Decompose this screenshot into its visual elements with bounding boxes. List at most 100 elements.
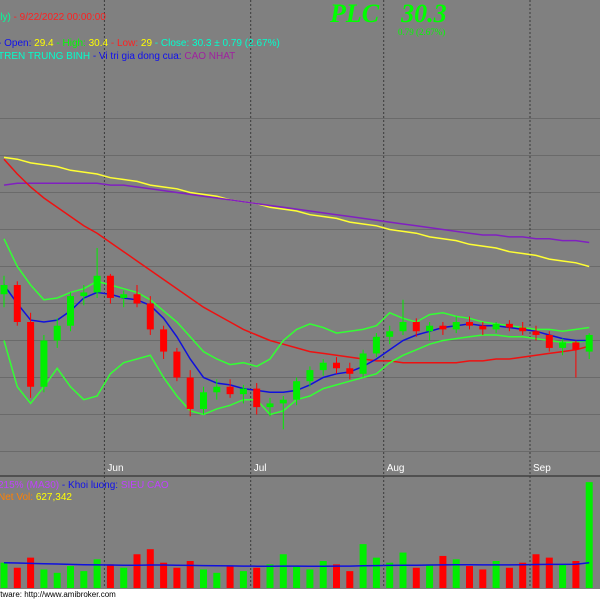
volume-bar: [200, 569, 207, 588]
volume-bar: [559, 564, 567, 588]
candle-body: [559, 342, 567, 348]
volume-ma: [3, 561, 590, 567]
volume-bar: [266, 564, 274, 588]
volume-bar: [319, 561, 327, 588]
candle-body: [399, 322, 407, 332]
candle-body: [0, 285, 8, 295]
volume-bar: [160, 562, 168, 588]
candle-body: [106, 275, 114, 298]
candle-body: [40, 340, 48, 387]
volume-bar: [226, 566, 234, 588]
volume-bar: [80, 571, 88, 588]
volume-bar: [239, 571, 247, 588]
candle-body: [412, 322, 420, 332]
candle-body: [266, 403, 274, 408]
info-segment: 30.4: [89, 38, 109, 49]
volume-bar: [0, 562, 8, 588]
candle-body: [53, 325, 61, 341]
candle-body: [479, 325, 487, 330]
volume-bar: [13, 567, 21, 588]
volume-bar: [585, 482, 593, 588]
info-segment: 215% (MA30): [0, 480, 59, 491]
volume-bar: [386, 562, 394, 588]
info-segment: 29.4: [34, 38, 54, 49]
volume-bar: [519, 562, 527, 588]
volume-bar: [452, 559, 460, 588]
last-price: 30.3: [400, 0, 447, 28]
info-segment: 29: [141, 38, 153, 49]
candle-body: [333, 362, 340, 369]
info: ily) - 9/22/2022 00:00:00 - Open: 29.4 - …: [0, 12, 280, 503]
candle-body: [173, 351, 181, 378]
info-line: Net Vol: 627,342: [0, 492, 72, 503]
volume-bar: [53, 572, 61, 588]
indicator-line: [3, 182, 590, 244]
volume-bar: [106, 564, 114, 588]
candle-body: [372, 336, 380, 354]
candle-body: [133, 294, 141, 304]
candle-body: [67, 296, 74, 326]
volume-bar: [120, 567, 128, 588]
volume-bar: [279, 554, 287, 588]
x-tick-label: Jun: [107, 463, 123, 474]
info-segment: - High:: [54, 38, 89, 49]
volume-bar: [532, 554, 540, 588]
info-line: - Open: 29.4 - High: 30.4 - Low: 29 - Cl…: [0, 38, 280, 49]
x-tick-label: Jul: [254, 463, 267, 474]
info-segment: ily): [0, 12, 11, 23]
info-segment: 627,342: [36, 492, 73, 503]
volume-bar: [399, 552, 407, 588]
indicator-line: [3, 156, 590, 268]
candle-body: [293, 381, 301, 400]
volume-bar: [293, 566, 301, 588]
volume-bar: [479, 569, 487, 588]
volume-bar: [545, 557, 553, 588]
candle-body: [306, 370, 314, 382]
candle-body: [466, 322, 473, 326]
volume-bar: [346, 571, 354, 588]
candle-body: [186, 377, 194, 409]
volume-bar: [173, 567, 181, 588]
candles: [0, 248, 593, 430]
volume-bar: [133, 554, 141, 588]
info-line: TREN TRUNG BINH - Vi tri gia dong cua: C…: [0, 51, 235, 62]
x-tick-label: Aug: [387, 463, 405, 474]
volume-bar: [253, 567, 261, 588]
info-segment: TREN TRUNG BINH: [0, 51, 90, 62]
volume-bar: [492, 561, 500, 588]
candle-body: [585, 334, 593, 352]
candle-body: [492, 323, 500, 330]
candle-body: [572, 342, 580, 350]
volume-bar: [146, 549, 154, 588]
volume-bar: [27, 557, 35, 588]
indicator-line: [3, 238, 590, 368]
candle-body: [386, 331, 394, 337]
candle-body: [346, 368, 354, 374]
candle-body: [213, 386, 221, 393]
candle-body: [439, 325, 447, 330]
candle-body: [226, 386, 234, 395]
info-segment: - 9/22/2022 00:00:00: [11, 12, 107, 23]
volume-bar: [466, 566, 473, 588]
info-segment: - Vi tri gia dong cua:: [90, 51, 184, 62]
candle-body: [160, 329, 168, 352]
candle-body: [319, 362, 327, 371]
info-segment: - Low:: [108, 38, 141, 49]
candle-body: [27, 322, 35, 387]
info-line: ily) - 9/22/2022 00:00:00: [0, 12, 106, 23]
volume-bar: [412, 567, 420, 588]
candle-body: [93, 275, 101, 293]
info-segment: - Open:: [0, 38, 34, 49]
footer-text: ftware: http://www.amibroker.com: [0, 590, 116, 599]
info-segment: - Close: 30.3 ± 0.79 (2.67%): [152, 38, 280, 49]
info-segment: SIEU CAO: [121, 480, 169, 491]
volume-bar: [439, 555, 447, 588]
candle-body: [359, 353, 367, 374]
candle-body: [545, 334, 553, 348]
indicator-line: [3, 158, 590, 364]
candle-body: [239, 388, 247, 395]
volume-bar: [40, 569, 48, 588]
